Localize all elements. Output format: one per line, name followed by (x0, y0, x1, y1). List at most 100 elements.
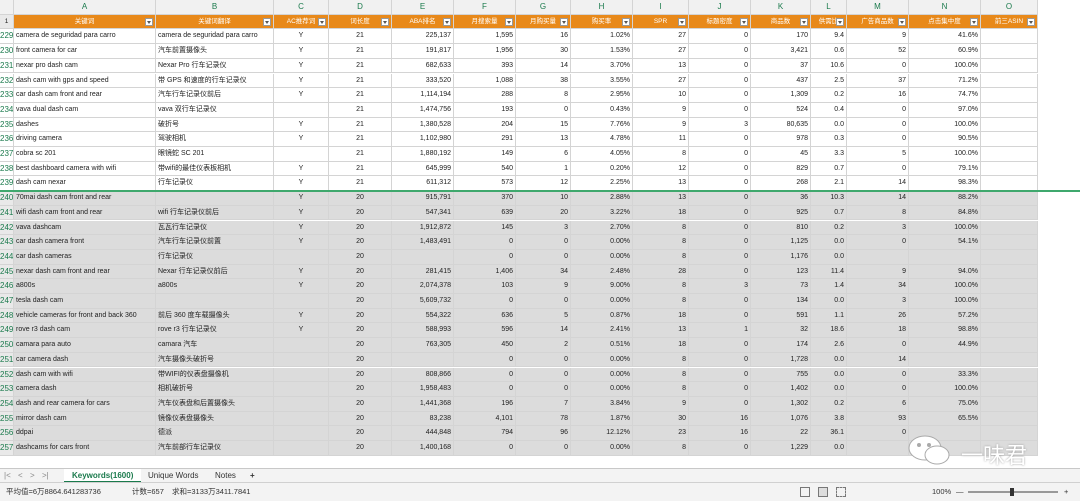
table-cell[interactable]: 2.5 (811, 73, 847, 89)
table-cell[interactable]: Y (274, 235, 329, 250)
table-cell[interactable]: 0.0 (811, 294, 847, 309)
table-cell[interactable]: 96 (516, 426, 571, 441)
row-number[interactable]: 1 (0, 14, 14, 30)
table-cell[interactable]: Y (274, 44, 329, 59)
table-cell[interactable]: 2.70% (571, 220, 633, 236)
column-letter-a[interactable]: A (14, 0, 156, 15)
table-cell[interactable]: driving camera (14, 132, 156, 147)
table-cell[interactable]: 21 (329, 161, 392, 177)
table-cell[interactable]: 20 (329, 411, 392, 427)
table-cell[interactable]: 794 (454, 426, 516, 441)
first-sheet-button[interactable]: |< (4, 471, 11, 480)
row-number[interactable]: 243 (0, 235, 14, 250)
table-cell[interactable]: 13 (633, 176, 689, 192)
table-cell[interactable]: 27 (633, 44, 689, 59)
table-cell[interactable] (981, 161, 1038, 177)
table-cell[interactable] (981, 235, 1038, 250)
table-cell[interactable]: Y (274, 161, 329, 177)
table-cell[interactable] (274, 338, 329, 353)
table-cell[interactable]: vava dual dash cam (14, 102, 156, 118)
table-cell[interactable]: 5 (516, 308, 571, 324)
table-cell[interactable]: 3.70% (571, 58, 633, 74)
table-cell[interactable]: 0.7 (811, 205, 847, 221)
table-cell[interactable]: 41.6% (909, 29, 981, 45)
table-cell[interactable]: 前后 360 度车载摄像头 (156, 308, 274, 324)
table-cell[interactable]: 3.22% (571, 205, 633, 221)
table-cell[interactable]: 196 (454, 396, 516, 412)
table-cell[interactable] (274, 294, 329, 309)
table-cell[interactable]: 1,441,368 (392, 396, 454, 412)
table-cell[interactable]: 0.20% (571, 161, 633, 177)
table-cell[interactable]: 57.2% (909, 308, 981, 324)
table-cell[interactable]: ddpai (14, 426, 156, 441)
filter-dropdown-icon[interactable] (740, 17, 748, 26)
table-cell[interactable]: 1,309 (751, 88, 811, 103)
table-cell[interactable]: 0 (847, 338, 909, 353)
table-cell[interactable]: 98.3% (909, 176, 981, 192)
column-header-c[interactable]: AC推荐词 (274, 14, 329, 30)
table-cell[interactable]: 3 (516, 220, 571, 236)
table-cell[interactable]: camera dash (14, 382, 156, 397)
table-cell[interactable]: 591 (751, 308, 811, 324)
table-cell[interactable]: 97.0% (909, 102, 981, 118)
table-cell[interactable] (847, 249, 909, 265)
row-number[interactable]: 234 (0, 102, 14, 118)
row-number[interactable]: 248 (0, 308, 14, 324)
row-number[interactable]: 233 (0, 88, 14, 103)
table-cell[interactable] (981, 411, 1038, 427)
table-cell[interactable] (909, 249, 981, 265)
table-cell[interactable]: 636 (454, 308, 516, 324)
table-cell[interactable]: 10 (516, 191, 571, 206)
table-cell[interactable]: 0.51% (571, 338, 633, 353)
table-cell[interactable]: 2.48% (571, 264, 633, 280)
table-cell[interactable] (909, 352, 981, 368)
table-cell[interactable]: 0 (689, 88, 751, 103)
table-cell[interactable]: 4,101 (454, 411, 516, 427)
table-cell[interactable]: 汽车前部行车记录仪 (156, 441, 274, 456)
table-cell[interactable]: 52 (847, 44, 909, 59)
table-cell[interactable]: rove r3 行车记录仪 (156, 323, 274, 339)
table-cell[interactable]: 行车记录仪 (156, 249, 274, 265)
table-cell[interactable]: 978 (751, 132, 811, 147)
table-cell[interactable] (274, 367, 329, 383)
row-number[interactable]: 229 (0, 29, 14, 45)
table-cell[interactable]: 37 (847, 73, 909, 89)
table-cell[interactable]: 3.8 (811, 411, 847, 427)
table-cell[interactable]: 281,415 (392, 264, 454, 280)
table-cell[interactable]: 18 (633, 205, 689, 221)
table-cell[interactable]: 70mai dash cam front and rear (14, 191, 156, 206)
table-cell[interactable]: 13 (633, 58, 689, 74)
table-cell[interactable]: 88.2% (909, 191, 981, 206)
table-cell[interactable]: 驾驶相机 (156, 132, 274, 147)
table-cell[interactable]: 带wifi的最佳仪表板相机 (156, 161, 274, 177)
table-cell[interactable]: 3.84% (571, 396, 633, 412)
table-cell[interactable] (156, 191, 274, 206)
table-cell[interactable]: 0 (847, 117, 909, 133)
column-letter-o[interactable]: O (981, 0, 1038, 15)
table-cell[interactable] (274, 411, 329, 427)
table-cell[interactable]: 79.1% (909, 161, 981, 177)
table-cell[interactable]: 20 (329, 279, 392, 294)
table-cell[interactable]: a800s (156, 279, 274, 294)
table-cell[interactable]: 2.1 (811, 176, 847, 192)
table-cell[interactable]: 3 (847, 220, 909, 236)
filter-dropdown-icon[interactable] (443, 17, 451, 26)
table-cell[interactable]: wifi dash cam front and rear (14, 205, 156, 221)
table-cell[interactable]: 18 (633, 338, 689, 353)
table-cell[interactable] (981, 264, 1038, 280)
table-cell[interactable]: 596 (454, 323, 516, 339)
table-cell[interactable] (274, 249, 329, 265)
row-number[interactable]: 235 (0, 117, 14, 133)
table-cell[interactable] (274, 426, 329, 441)
table-cell[interactable]: 0 (847, 367, 909, 383)
table-cell[interactable]: 60.9% (909, 44, 981, 59)
table-cell[interactable]: 0.00% (571, 367, 633, 383)
table-cell[interactable]: 20 (329, 441, 392, 456)
table-cell[interactable]: 18 (633, 308, 689, 324)
column-letter-m[interactable]: M (847, 0, 909, 15)
table-cell[interactable]: 0 (454, 249, 516, 265)
table-cell[interactable]: 123 (751, 264, 811, 280)
table-cell[interactable]: 755 (751, 367, 811, 383)
table-cell[interactable]: cobra sc 201 (14, 147, 156, 162)
table-cell[interactable]: 0.3 (811, 132, 847, 147)
